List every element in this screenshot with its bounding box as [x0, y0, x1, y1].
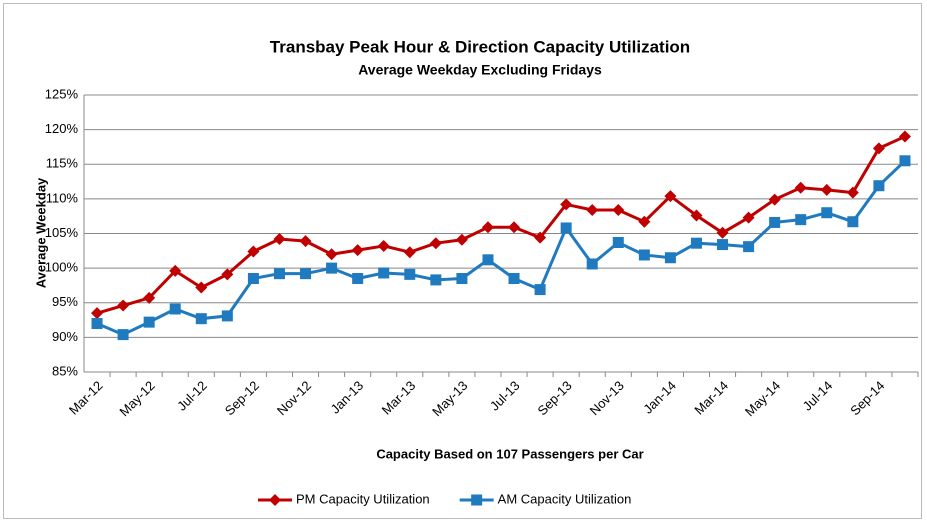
data-point	[612, 203, 625, 216]
data-point	[91, 318, 103, 330]
data-point	[404, 268, 416, 280]
y-tick-label: 120%	[45, 121, 79, 136]
data-point	[794, 181, 807, 194]
y-tick-label: 105%	[45, 225, 79, 240]
chart-subtitle: Average Weekday Excluding Fridays	[358, 62, 602, 78]
y-tick-label: 95%	[52, 294, 78, 309]
data-point	[455, 233, 468, 246]
data-point	[482, 254, 494, 266]
data-point	[456, 273, 468, 285]
data-point	[299, 235, 312, 248]
data-point	[325, 248, 338, 261]
data-point	[821, 207, 833, 219]
data-point	[820, 183, 833, 196]
y-tick-label: 100%	[45, 260, 79, 275]
legend-marker	[471, 494, 483, 506]
y-tick-label: 85%	[52, 363, 78, 378]
data-point	[769, 216, 781, 228]
data-point	[560, 198, 573, 211]
data-point	[508, 273, 520, 285]
data-point	[117, 299, 130, 312]
data-point	[195, 313, 207, 325]
data-point	[195, 281, 208, 294]
data-point	[717, 239, 729, 251]
data-point	[847, 216, 859, 228]
data-point	[560, 222, 572, 234]
data-point	[117, 329, 129, 341]
data-point	[768, 193, 781, 206]
data-point	[403, 246, 416, 259]
legend-label: AM Capacity Utilization	[498, 491, 632, 506]
data-point	[899, 155, 911, 167]
data-point	[429, 237, 442, 250]
y-tick-label: 115%	[46, 156, 79, 171]
data-point	[873, 180, 885, 192]
data-point	[846, 186, 859, 199]
data-point	[430, 274, 442, 286]
data-point	[273, 233, 286, 246]
data-point	[690, 237, 702, 249]
data-point	[377, 239, 390, 252]
chart-title: Transbay Peak Hour & Direction Capacity …	[270, 37, 690, 56]
y-tick-label: 90%	[52, 329, 78, 344]
data-point	[169, 264, 182, 277]
data-point	[273, 268, 285, 280]
data-point	[664, 252, 676, 264]
chart-border	[3, 3, 922, 519]
data-point	[872, 142, 885, 155]
data-point	[690, 209, 703, 222]
data-point	[638, 249, 650, 261]
data-point	[612, 237, 624, 249]
y-tick-label: 125%	[45, 86, 79, 101]
series-line	[96, 135, 906, 315]
data-point	[586, 258, 598, 270]
data-point	[638, 215, 651, 228]
data-point	[716, 226, 729, 239]
data-point	[352, 273, 364, 285]
data-point	[169, 303, 181, 315]
y-axis-title: Average Weekday	[33, 177, 48, 288]
data-point	[742, 211, 755, 224]
data-point	[326, 262, 338, 274]
data-point	[743, 241, 755, 253]
data-point	[795, 214, 807, 226]
data-point	[221, 310, 233, 322]
data-point	[221, 268, 234, 281]
data-point	[586, 203, 599, 216]
data-point	[481, 221, 494, 234]
data-point	[534, 284, 546, 296]
data-point	[534, 231, 547, 244]
x-axis-title: Capacity Based on 107 Passengers per Car	[376, 446, 643, 461]
data-point	[898, 130, 911, 143]
legend-label: PM Capacity Utilization	[296, 491, 430, 506]
data-point	[508, 221, 521, 234]
data-point	[664, 190, 677, 203]
data-point	[91, 307, 104, 320]
data-point	[378, 267, 390, 279]
data-point	[351, 244, 364, 257]
data-point	[300, 268, 312, 280]
data-point	[247, 245, 260, 258]
data-point	[143, 291, 156, 304]
data-point	[143, 316, 155, 328]
data-point	[247, 273, 259, 285]
y-tick-label: 110%	[46, 190, 79, 205]
legend-marker	[269, 494, 281, 506]
